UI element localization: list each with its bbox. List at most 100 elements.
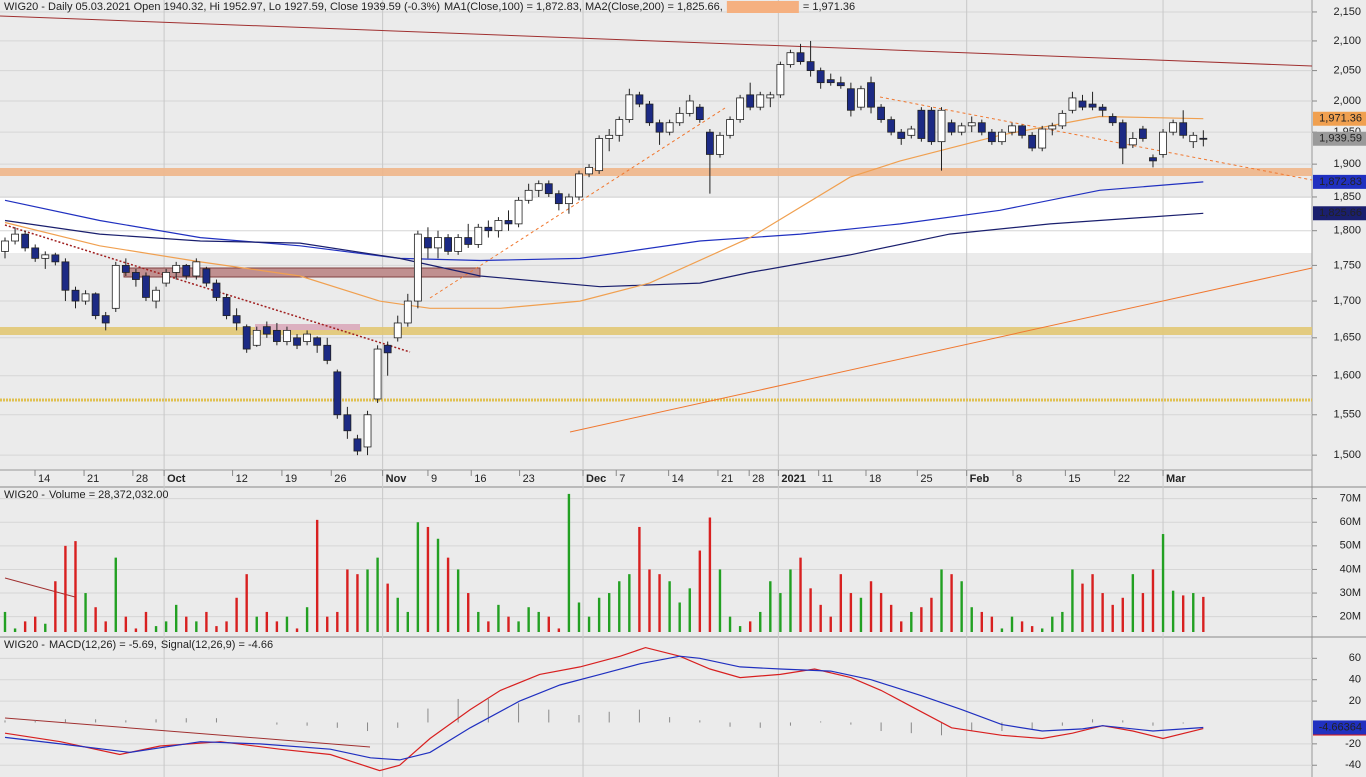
indicator-line	[4, 181, 1204, 262]
volume-bar	[154, 626, 158, 632]
candle-body	[957, 125, 966, 133]
candle-body	[1, 240, 9, 252]
volume-bar	[829, 616, 832, 632]
candle-body	[675, 112, 684, 124]
panel-title: WIG20 -	[4, 639, 45, 651]
volume-bar	[1121, 597, 1124, 632]
y-tick-label: 30M	[1340, 587, 1361, 599]
x-tick-label: 23	[523, 473, 535, 485]
candle-body	[71, 289, 80, 302]
white-zone	[0, 198, 1312, 253]
value-marker-label: 1,872.83	[1319, 176, 1362, 188]
candle-body	[162, 272, 171, 284]
candle-body	[565, 196, 573, 205]
y-tick-label: 60	[1349, 652, 1361, 664]
candle-body	[111, 264, 120, 309]
x-tick-label: Dec	[586, 473, 606, 485]
volume-bar	[64, 545, 67, 632]
volume-bar	[265, 611, 269, 632]
volume-bar	[537, 611, 540, 632]
x-tick-label: Mar	[1166, 473, 1186, 485]
y-tick-label: 2,100	[1333, 35, 1361, 47]
volume-bar	[1101, 593, 1104, 632]
candle-body	[403, 300, 412, 324]
candle-body	[756, 94, 765, 108]
volume-bar	[507, 616, 510, 632]
volume-bar	[44, 623, 47, 632]
volume-bar	[1171, 590, 1175, 632]
volume-bar	[688, 588, 691, 632]
y-tick-label: 1,600	[1333, 370, 1361, 382]
volume-bar	[799, 557, 802, 632]
candle-body	[81, 293, 90, 302]
candle-body	[514, 199, 523, 225]
volume-bar	[859, 597, 863, 632]
volume-bar	[1020, 621, 1024, 632]
candle-body	[796, 52, 805, 63]
x-tick-label: Oct	[167, 473, 186, 485]
volume-bar	[174, 604, 178, 632]
candle-body	[343, 414, 352, 432]
volume-bar	[990, 616, 994, 632]
trend-line	[429, 107, 726, 299]
hidden-label-box	[726, 1, 799, 13]
volume-bar	[789, 569, 792, 632]
candle-body	[695, 106, 704, 120]
y-tick-label: 70M	[1340, 493, 1361, 505]
volume-bar	[84, 593, 87, 632]
candle-body	[534, 183, 543, 191]
volume-bar	[980, 611, 983, 632]
volume-bar	[346, 569, 349, 632]
volume-bar	[134, 628, 138, 632]
x-tick-label: 9	[431, 473, 437, 485]
candle-body	[786, 52, 795, 66]
volume-bar	[718, 569, 722, 632]
candle-body	[353, 438, 362, 452]
volume-bar	[638, 526, 641, 632]
candle-body	[846, 88, 855, 111]
volume-bar	[305, 607, 309, 632]
x-tick-label: 2021	[781, 473, 805, 485]
indicator-line	[4, 212, 1204, 288]
y-tick-label: 1,800	[1333, 225, 1361, 237]
volume-bar	[769, 581, 772, 632]
candle-body	[252, 329, 261, 346]
volume-bar	[759, 611, 762, 632]
candle-body	[998, 131, 1006, 143]
volume-bar	[446, 557, 450, 632]
volume-bar	[114, 557, 117, 632]
candle-body	[726, 119, 734, 136]
x-tick-label: 19	[285, 473, 297, 485]
candle-body	[474, 226, 483, 245]
candle-body	[242, 326, 251, 350]
volume-bar	[255, 616, 258, 632]
candle-body	[927, 109, 936, 143]
candle-body	[142, 275, 150, 298]
candle-body	[947, 122, 956, 133]
volume-bar	[436, 538, 440, 632]
volume-bar	[748, 621, 752, 632]
candle-body	[1169, 122, 1178, 133]
zone-box	[255, 324, 360, 330]
y-tick-label: 2,000	[1333, 95, 1361, 107]
candle-body	[706, 131, 714, 155]
volume-bar	[386, 583, 389, 632]
volume-bar	[1181, 595, 1185, 632]
volume-bar	[326, 616, 329, 632]
trend-line	[569, 267, 1313, 433]
volume-bar	[738, 626, 742, 632]
candle-body	[222, 297, 231, 317]
candle-body	[1038, 128, 1047, 149]
volume-bar	[1111, 604, 1114, 632]
volume-bar	[849, 593, 853, 632]
volume-bar	[809, 588, 812, 632]
volume-bar	[678, 602, 681, 632]
candle-body	[494, 220, 503, 232]
candle-body	[635, 94, 644, 105]
volume-bar	[1051, 616, 1054, 632]
candle-body	[293, 337, 301, 346]
volume-bar	[477, 611, 480, 632]
